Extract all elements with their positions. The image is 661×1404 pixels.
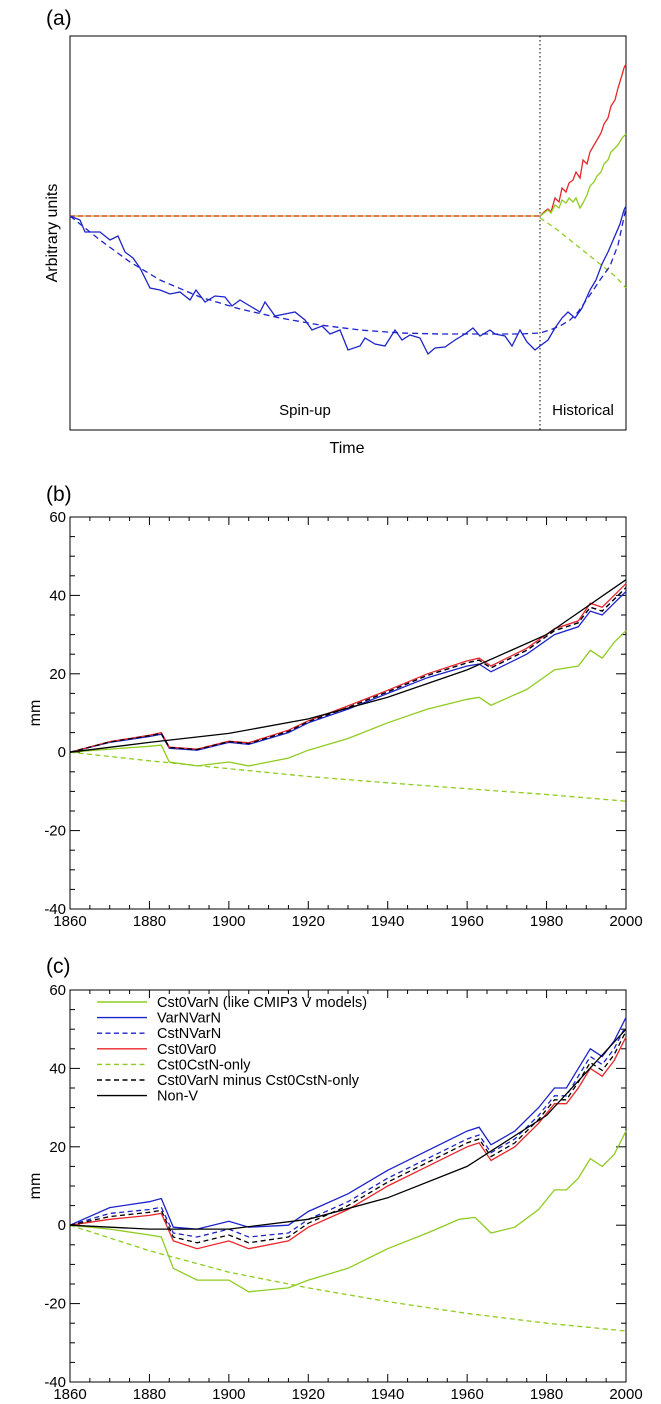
spin-up-label: Spin-up [279, 402, 331, 419]
panel-c-frame [69, 989, 627, 1383]
panel-a-ylabel: Arbitrary units [44, 184, 61, 283]
y-tick-label: 0 [58, 744, 66, 761]
panel-a: (a) Arbitrary units Time Spin-up Histori… [44, 7, 627, 457]
panel-c-series [69, 1017, 627, 1332]
panel-b-x-tick-labels: 1860 1880 1900 1920 1940 1960 1980 2000 [53, 913, 642, 930]
x-tick-label: 1940 [371, 913, 404, 930]
x-tick-label: 1900 [212, 1386, 245, 1403]
historical-label: Historical [552, 402, 614, 419]
panel-c-label: (c) [46, 955, 71, 978]
panel-b-ticks [69, 516, 627, 910]
panel-c-ticks [69, 989, 627, 1383]
series-line-3 [69, 583, 627, 753]
panel-a-label: (a) [46, 7, 72, 30]
x-tick-label: 1880 [133, 913, 166, 930]
series-line-2 [69, 587, 627, 753]
panel-a-green-line [70, 133, 627, 217]
y-tick-label: 40 [49, 1060, 66, 1077]
series-line-5 [69, 1030, 627, 1244]
x-tick-label: 1860 [53, 913, 86, 930]
series-line-1 [69, 591, 627, 753]
y-tick-label: 60 [49, 982, 66, 999]
y-tick-label: 20 [49, 666, 66, 683]
panel-a-xlabel: Time [330, 440, 365, 457]
series-line-0 [69, 1130, 627, 1293]
panel-b-label: (b) [46, 483, 72, 506]
series-line-6 [69, 579, 627, 753]
x-tick-label: 1860 [53, 1386, 86, 1403]
y-tick-label: -40 [44, 1374, 66, 1391]
series-line-6 [69, 1028, 627, 1230]
panel-a-red-line [539, 63, 627, 217]
legend-entry: Cst0VarN (like CMIP3 V models) [157, 995, 367, 1011]
panel-b-y-tick-labels: -40 -20 0 20 40 60 [44, 509, 66, 918]
series-line-4 [69, 1224, 627, 1332]
panel-b-ylabel: mm [27, 700, 44, 727]
legend-entry: Cst0CstN-only [157, 1057, 251, 1073]
panel-b-frame [69, 516, 627, 910]
panel-b: (b) 1860 1880 1900 1920 1940 1960 1980 2000 -40… [27, 483, 643, 930]
panel-c-x-tick-labels: 1860 1880 1900 1920 1940 1960 1980 2000 [53, 1386, 642, 1403]
x-tick-label: 1920 [292, 1386, 325, 1403]
y-tick-label: 60 [49, 509, 66, 526]
x-tick-label: 1880 [133, 1386, 166, 1403]
panel-a-blue-dashed [69, 207, 627, 335]
y-tick-label: -20 [44, 1296, 66, 1313]
y-tick-label: 20 [49, 1139, 66, 1156]
x-tick-label: 1980 [530, 1386, 563, 1403]
series-line-3 [69, 1036, 627, 1250]
series-line-0 [69, 630, 627, 767]
x-tick-label: 1940 [371, 1386, 404, 1403]
legend-entry: Non-V [157, 1089, 198, 1105]
x-tick-label: 1920 [292, 913, 325, 930]
series-line-4 [69, 751, 627, 802]
series-line-2 [69, 1025, 627, 1238]
x-tick-label: 1960 [450, 1386, 483, 1403]
y-tick-label: 0 [58, 1217, 66, 1234]
series-line-1 [69, 1017, 627, 1230]
x-tick-label: 2000 [609, 913, 642, 930]
panel-c-y-tick-labels: -40 -20 0 20 40 60 [44, 982, 66, 1391]
y-tick-label: -40 [44, 901, 66, 918]
series-line-5 [69, 587, 627, 753]
panel-a-frame [69, 35, 627, 431]
x-tick-label: 2000 [609, 1386, 642, 1403]
legend-entry: VarNVarN [157, 1011, 221, 1027]
panel-c-ylabel: mm [27, 1173, 44, 1200]
panel-c-legend: Cst0VarN (like CMIP3 V models)VarNVarNCs… [97, 995, 367, 1105]
legend-entry: Cst0Var0 [157, 1042, 216, 1058]
x-tick-label: 1980 [530, 913, 563, 930]
y-tick-label: 40 [49, 587, 66, 604]
panel-b-series [69, 579, 627, 802]
x-tick-label: 1960 [450, 913, 483, 930]
x-tick-label: 1900 [212, 913, 245, 930]
panel-a-blue-line [69, 205, 627, 356]
panel-c: (c) 1860 1880 1900 1920 1940 1960 1980 2000 -40… [27, 955, 643, 1403]
legend-entry: Cst0VarN minus Cst0CstN-only [157, 1073, 360, 1089]
y-tick-label: -20 [44, 823, 66, 840]
legend-entry: CstNVarN [157, 1026, 221, 1042]
panel-a-green-dashed [539, 217, 627, 289]
